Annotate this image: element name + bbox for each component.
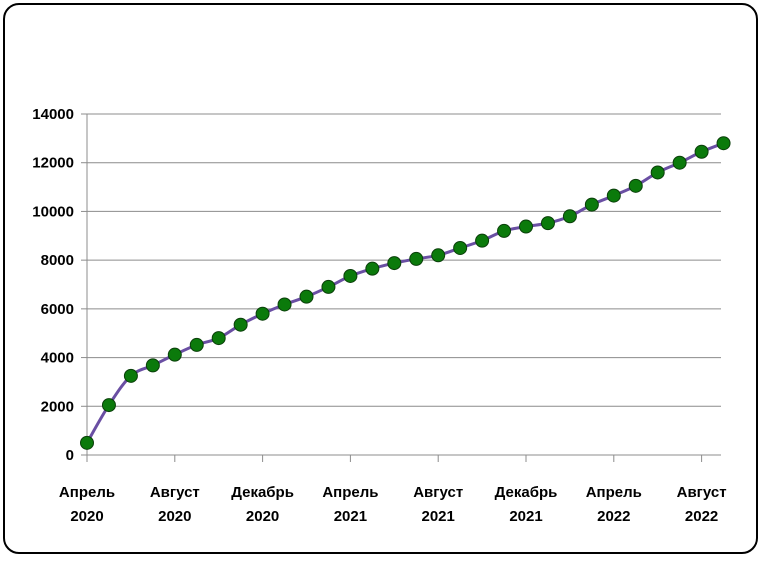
x-tick-label-year: 2020 — [246, 508, 279, 525]
x-tick-label-month: Август — [413, 484, 463, 501]
data-point — [255, 306, 270, 321]
data-point — [606, 188, 621, 203]
data-point — [233, 317, 248, 332]
x-tick-label-month: Апрель — [322, 484, 378, 501]
data-point — [189, 337, 204, 352]
x-tick-label-month: Декабрь — [495, 484, 558, 501]
data-point — [387, 256, 402, 271]
x-tick-label-year: 2021 — [422, 508, 455, 525]
data-point — [365, 261, 380, 276]
data-point — [80, 435, 94, 450]
data-point — [101, 398, 116, 413]
y-tick-label: 2000 — [41, 398, 74, 415]
x-tick-label-month: Август — [150, 484, 200, 501]
data-point — [540, 216, 555, 231]
data-point — [497, 223, 512, 238]
data-point — [277, 297, 292, 312]
y-tick-label: 10000 — [32, 203, 74, 220]
y-tick-label: 6000 — [41, 301, 74, 318]
data-point — [123, 368, 138, 383]
data-point — [672, 155, 687, 170]
x-tick-label-year: 2020 — [70, 508, 103, 525]
x-tick-label-month: Апрель — [59, 484, 115, 501]
data-point — [431, 248, 446, 263]
data-point — [453, 240, 468, 255]
chart-frame — [3, 3, 758, 554]
data-point — [299, 289, 314, 304]
data-point — [321, 279, 336, 294]
x-tick-label-month: Август — [677, 484, 727, 501]
data-point — [211, 331, 226, 346]
data-point — [584, 197, 599, 212]
x-tick-labels: Апрель 2020 Август 2020 Декабрь 2020 Апрель 202… — [59, 455, 727, 525]
data-point — [409, 251, 424, 266]
x-tick-label-month: Декабрь — [231, 484, 294, 501]
y-tick-label: 8000 — [41, 252, 74, 269]
x-tick-label-year: 2021 — [509, 508, 542, 525]
data-point — [628, 178, 643, 193]
x-tick-label-year: 2022 — [597, 508, 630, 525]
gridlines — [81, 113, 721, 456]
x-tick-label-year: 2020 — [158, 508, 191, 525]
data-point — [519, 219, 533, 234]
data-point — [145, 358, 160, 373]
data-point — [694, 144, 709, 159]
data-point — [475, 233, 490, 248]
series-markers — [80, 136, 731, 450]
data-point — [716, 136, 731, 151]
y-tick-label: 0 — [66, 447, 74, 464]
data-point — [562, 209, 577, 224]
y-tick-labels: 0 2000 4000 6000 8000 10000 12000 14000 — [32, 106, 74, 464]
x-tick-label-year: 2022 — [685, 508, 718, 525]
x-tick-label-month: Апрель — [586, 484, 642, 501]
y-tick-label: 4000 — [41, 350, 74, 367]
axes — [86, 114, 721, 456]
data-point — [343, 268, 358, 283]
data-point — [167, 347, 182, 362]
data-point — [650, 165, 665, 180]
y-tick-label: 12000 — [32, 155, 74, 172]
y-tick-label: 14000 — [32, 106, 74, 123]
x-tick-label-year: 2021 — [334, 508, 367, 525]
series-line — [85, 141, 725, 444]
